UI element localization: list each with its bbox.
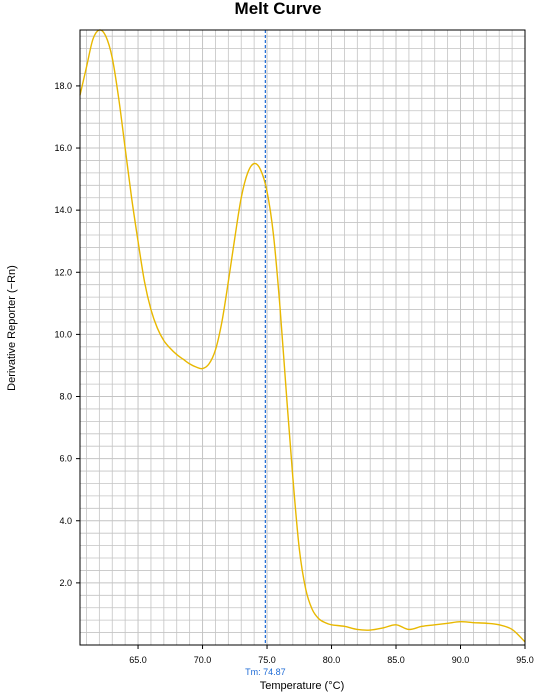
tm-marker-label: Tm: 74.87 — [245, 667, 286, 677]
y-tick-label: 14.0 — [54, 205, 72, 215]
chart-title: Melt Curve — [235, 0, 322, 18]
y-tick-label: 8.0 — [59, 392, 72, 402]
x-tick-label: 95.0 — [516, 655, 534, 665]
tick-label-layer: 65.0 70.0 75.0 80.0 85.0 90.0 95.0 2.0 4.0 6.0 8.0… — [54, 81, 533, 665]
y-tick-label: 18.0 — [54, 81, 72, 91]
x-tick-label: 75.0 — [258, 655, 276, 665]
y-tick-label: 6.0 — [59, 454, 72, 464]
plot-frame-layer — [79, 29, 526, 646]
tm-marker-layer: Tm: 74.87 — [245, 30, 286, 677]
y-tick-label: 16.0 — [54, 143, 72, 153]
plot-border — [79, 29, 526, 646]
x-tick-label: 80.0 — [323, 655, 341, 665]
y-axis-title: Derivative Reporter (−Rn) — [6, 265, 18, 391]
plot-background — [80, 30, 525, 645]
x-tick-label: 65.0 — [129, 655, 147, 665]
x-axis-title: Temperature (°C) — [260, 680, 344, 692]
x-tick-label: 85.0 — [387, 655, 405, 665]
y-tick-label: 10.0 — [54, 329, 72, 339]
y-tick-label: 4.0 — [59, 516, 72, 526]
series-layer — [79, 29, 526, 643]
melt-curve-line-0 — [79, 29, 526, 643]
grid-layer — [80, 30, 526, 645]
y-tick-label: 2.0 — [59, 578, 72, 588]
x-tick-label: 70.0 — [194, 655, 212, 665]
y-tick-label: 12.0 — [54, 267, 72, 277]
x-tick-label: 90.0 — [452, 655, 470, 665]
